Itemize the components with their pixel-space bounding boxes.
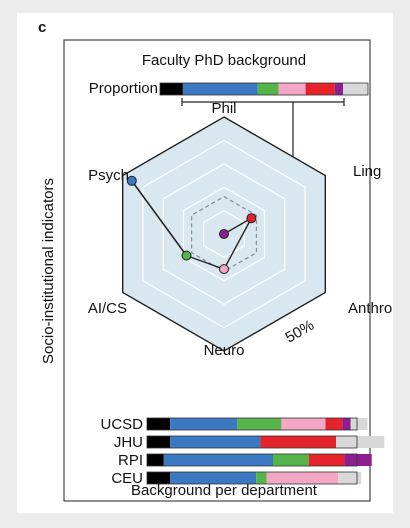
proportion-segment-6 [343, 83, 368, 95]
department-segment-ucsd-4 [325, 418, 343, 430]
radar-ring-4 [142, 139, 306, 329]
figure-card: c Socio-institutional indicators Faculty… [17, 13, 393, 513]
department-label-jhu: JHU [114, 434, 143, 451]
department-segment-ucsd-6 [350, 418, 368, 430]
axis-label-ling: Ling [353, 163, 381, 180]
department-segment-jhu-2 [260, 436, 336, 448]
axis-label-psych: Psych [88, 167, 129, 184]
proportion-label: Proportion [89, 80, 158, 97]
axis-label-anthro: Anthro [348, 300, 392, 317]
department-segment-rpi-4 [344, 454, 372, 466]
department-segment-ceu-3 [266, 472, 339, 484]
proportion-segment-5 [334, 83, 344, 95]
panel-letter: c [38, 19, 47, 36]
radar-point-1 [219, 229, 229, 239]
proportion-bar-outline [159, 82, 369, 96]
department-segment-ucsd-1 [170, 418, 238, 430]
radar-point-3 [219, 264, 229, 275]
y-axis-label: Socio-institutional indicators [40, 178, 57, 364]
proportion-segment-2 [257, 83, 279, 95]
department-segment-jhu-1 [170, 436, 261, 448]
proportion-segment-0 [160, 83, 183, 95]
department-segment-ucsd-0 [147, 418, 171, 430]
axis-label-phil: Phil [211, 100, 236, 117]
department-segment-ceu-2 [256, 472, 267, 484]
department-segment-rpi-0 [147, 454, 164, 466]
axis-label-neuro: Neuro [204, 342, 245, 359]
department-label-ucsd: UCSD [100, 416, 143, 433]
axis-label-aics: AI/CS [88, 300, 127, 317]
proportion-segment-4 [305, 83, 335, 95]
department-segment-rpi-1 [163, 454, 273, 466]
radar-series-line-secondary [131, 180, 188, 257]
department-segment-ucsd-5 [342, 418, 351, 430]
department-bar-outline-ceu [146, 471, 358, 485]
department-segment-ceu-1 [170, 472, 257, 484]
radar-point-0 [126, 175, 137, 186]
chart-title: Faculty PhD background [142, 52, 306, 69]
departments-title: Background per department [131, 482, 318, 499]
department-bar-outline-ucsd [146, 417, 358, 431]
department-segment-ceu-0 [147, 472, 171, 484]
radar-point-4 [181, 250, 192, 261]
radar-ring-3 [162, 163, 286, 305]
department-segment-rpi-3 [308, 454, 345, 466]
department-segment-ucsd-2 [237, 418, 282, 430]
department-segment-ucsd-3 [281, 418, 326, 430]
department-segment-ceu-4 [338, 472, 362, 484]
radar-chart-figure: Socio-institutional indicators Faculty P… [40, 39, 392, 502]
department-bar-outline-rpi [146, 453, 358, 467]
department-label-ceu: CEU [111, 470, 143, 487]
proportion-bar [159, 82, 369, 96]
department-segment-jhu-3 [336, 436, 385, 448]
department-bar-outline-jhu [146, 435, 358, 449]
proportion-segment-1 [182, 83, 258, 95]
proportion-segment-3 [278, 83, 306, 95]
radar-point-2 [246, 213, 257, 224]
department-segment-jhu-0 [147, 436, 171, 448]
department-label-rpi: RPI [118, 452, 143, 469]
radar-ring-2 [182, 186, 266, 282]
department-segment-rpi-2 [273, 454, 309, 466]
